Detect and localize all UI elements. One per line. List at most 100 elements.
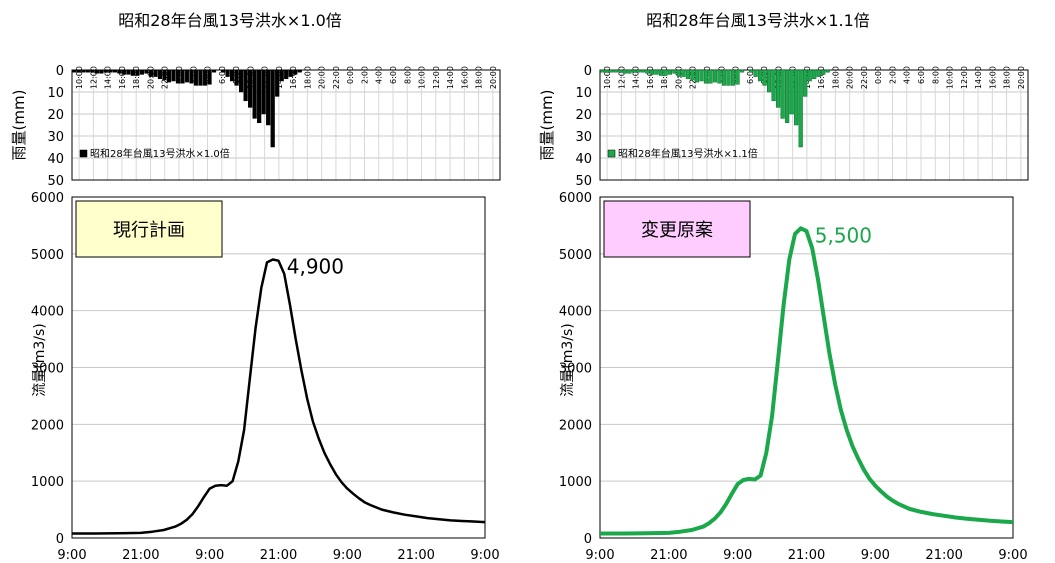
left-flow-xtick-label: 9:00: [470, 548, 499, 563]
left-flow-ytick-label: 1000: [31, 475, 64, 490]
left-rain-xtick-label: 10:00: [75, 66, 84, 89]
right-rain-bar: [825, 69, 830, 73]
right-rain-ytick-label: 0: [584, 64, 592, 79]
left-rain-bar: [166, 69, 172, 83]
right-rain-bar: [703, 69, 709, 84]
right-rain-bar: [627, 69, 632, 74]
right-rain-bar: [726, 69, 731, 86]
left-rain-ytick-label: 0: [56, 64, 64, 79]
right-rain-bar: [676, 69, 682, 77]
left-flow-ytick-label: 6000: [31, 191, 64, 206]
right-rain-bar: [618, 69, 623, 73]
left-rain-xtick-label: 16:00: [460, 66, 469, 89]
left-rain-bar: [144, 69, 149, 74]
right-flow-frame: [599, 196, 1014, 539]
right-peak-label: 5,500: [815, 223, 872, 247]
left-flow-ytick-label: 3000: [31, 362, 64, 377]
left-rain-xtick-label: 12:00: [89, 66, 98, 89]
right-chart-panel: 昭和28年台風13号洪水×1.1倍 0 10 20 30 40 50 10:00 12:00 14…: [538, 11, 1029, 563]
left-flow-xtick-label: 21:00: [122, 548, 159, 563]
right-rain-bar: [780, 69, 785, 119]
right-rain-ytick-label: 30: [575, 130, 592, 145]
left-rain-bar: [239, 69, 244, 93]
right-rain-bar: [721, 69, 727, 86]
left-rain-bar: [99, 69, 104, 74]
right-rain-xtick-label: 18:00: [1003, 66, 1012, 89]
left-rain-ylabel: 雨量(mm): [10, 90, 28, 161]
right-rain-bar: [672, 69, 677, 74]
right-flow-ytick-label: 1000: [559, 475, 592, 490]
left-flow-xtick-label: 21:00: [260, 548, 297, 563]
left-rain-bar: [135, 69, 140, 76]
left-flow-ytick-label: 4000: [31, 305, 64, 320]
right-flow-ytick-label: 6000: [559, 191, 592, 206]
right-rain-xtick-label: 18:00: [660, 66, 669, 89]
left-flow-xtick-label: 9:00: [195, 548, 224, 563]
left-rain-bar: [252, 69, 257, 119]
left-rain-title: 昭和28年台風13号洪水×1.0倍: [118, 11, 342, 30]
right-rain-title: 昭和28年台風13号洪水×1.1倍: [646, 11, 870, 30]
left-rain-xtick-label: 8:00: [403, 66, 412, 84]
left-rain-bar: [293, 69, 298, 75]
right-flow-ytick-label: 2000: [559, 418, 592, 433]
right-rain-xtick-label: 14:00: [974, 66, 983, 89]
left-rain-bar: [162, 69, 167, 81]
right-rain-ytick-label: 50: [575, 174, 592, 189]
left-rain-bar: [148, 69, 154, 77]
left-rain-ytick-label: 40: [47, 152, 64, 167]
left-rain-bar: [112, 69, 117, 73]
right-rain-bar: [748, 69, 754, 73]
right-rain-xtick-label: 0:00: [874, 66, 883, 84]
right-rain-ytick-label: 10: [575, 86, 592, 101]
left-rain-xtick-label: 14:00: [275, 66, 284, 89]
right-rain-bar: [717, 69, 722, 84]
right-rain-bar: [789, 69, 794, 115]
right-rain-bar: [712, 69, 718, 83]
left-rain-xtick-label: 16:00: [118, 66, 127, 89]
right-rain-xtick-label: 16:00: [817, 66, 826, 89]
left-rain-bar: [248, 69, 253, 108]
right-rain-xtick-label: 16:00: [646, 66, 655, 89]
right-rain-bar: [658, 69, 663, 76]
left-flow-xtick-label: 9:00: [333, 548, 362, 563]
right-rain-bar: [645, 69, 650, 74]
left-flow-series-line: [72, 258, 486, 535]
right-rain-bar: [663, 69, 668, 76]
left-rain-bar: [157, 69, 163, 80]
right-rain-xtick-label: 16:00: [988, 66, 997, 89]
left-rain-bar: [202, 69, 208, 86]
right-rain-bar: [757, 69, 763, 82]
right-rain-xtick-label: 10:00: [946, 66, 955, 89]
left-rain-bar: [103, 69, 108, 73]
left-rain-bar: [76, 69, 81, 73]
left-rain-bar: [94, 69, 99, 74]
left-rain-bar: [171, 69, 176, 82]
right-rain-legend-label: 昭和28年台風13号洪水×1.1倍: [618, 147, 758, 160]
right-rain-xtick-label: 6:00: [917, 66, 926, 84]
left-chart-panel: 昭和28年台風13号洪水×1.0倍 0 10 20 30 40 50 10:00 12:00 14…: [10, 11, 501, 563]
right-rain-xtick-label: 12:00: [960, 66, 969, 89]
right-rain-bar: [640, 69, 645, 73]
left-flow-ytick-label: 2000: [31, 418, 64, 433]
right-rain-bar: [816, 69, 821, 77]
left-rain-bar: [108, 69, 113, 73]
right-rain-bar: [667, 69, 673, 75]
left-rain-xtick-label: 18:00: [475, 66, 484, 89]
left-rain-bar: [184, 69, 190, 83]
left-flow-frame: [71, 196, 486, 539]
right-rain-bar: [604, 69, 609, 73]
right-rain-xtick-label: 18:00: [831, 66, 840, 89]
right-rain-bar: [821, 69, 826, 75]
left-rain-xtick-label: 2:00: [189, 66, 198, 84]
left-rain-bar: [229, 69, 235, 82]
right-rain-bar: [767, 69, 772, 93]
left-rain-xtick-label: 22:00: [332, 66, 341, 89]
left-rain-xtick-label: 6:00: [389, 66, 398, 84]
right-flow-ytick-label: 5000: [559, 248, 592, 263]
left-rain-bar: [117, 69, 122, 74]
right-flow-xtick-label: 9:00: [585, 548, 614, 563]
right-flow-xtick-label: 21:00: [650, 548, 687, 563]
left-rain-ytick-label: 30: [47, 130, 64, 145]
right-rain-xtick-label: 10:00: [603, 66, 612, 89]
